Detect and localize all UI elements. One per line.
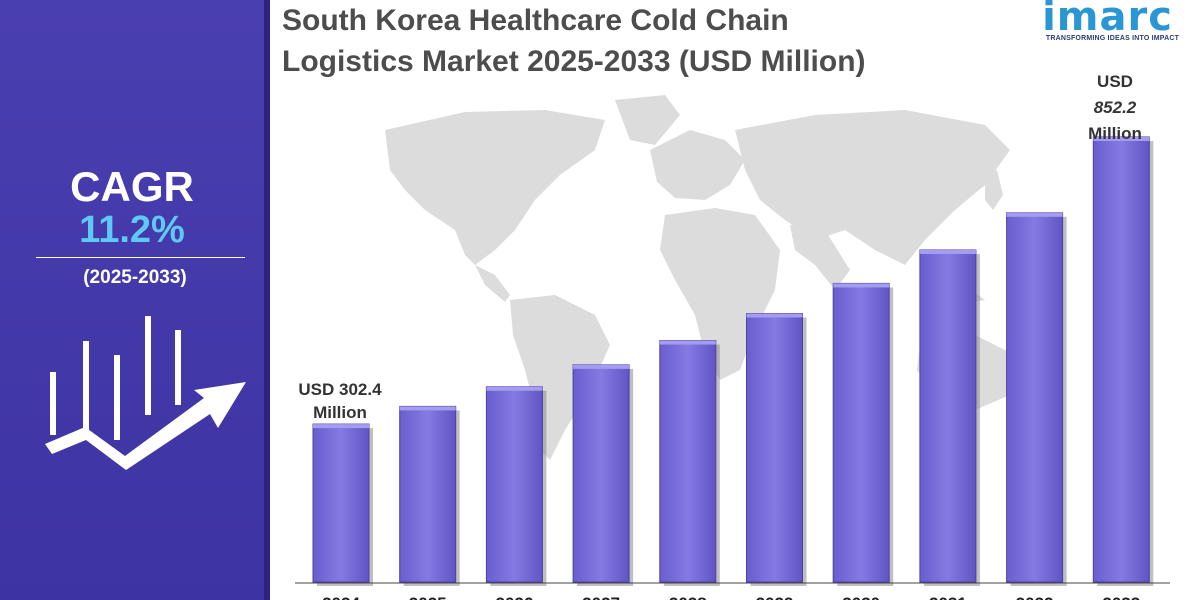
logo-tagline: TRANSFORMING IDEAS INTO IMPACT [1045, 35, 1180, 42]
x-tick-2025: 2025 [409, 594, 447, 600]
bar-chart: 2024 2025 2026 2027 2028 2029 2030 2031 2032 2033 [295, 136, 1170, 600]
x-tick-2029: 2029 [756, 594, 794, 600]
bar-2032 [1006, 212, 1067, 586]
x-tick-2026: 2026 [495, 594, 533, 600]
bar-2025 [399, 405, 460, 586]
end-value-label: USD 852.2 Million [1080, 69, 1150, 147]
cagr-period: (2025-2033) [83, 267, 187, 288]
growth-chart-icon [45, 316, 246, 470]
bar-2024 [312, 423, 373, 586]
end-value-line2: 852.2 [1093, 98, 1137, 117]
start-value-label: USD 302.4 Million [280, 378, 400, 424]
cagr-label: CAGR [70, 163, 194, 210]
bar-2026 [485, 386, 547, 586]
end-value-line3: Million [1088, 124, 1142, 143]
x-tick-2032: 2032 [1016, 594, 1054, 600]
bar-2028 [659, 340, 720, 586]
bar-2030 [832, 282, 894, 586]
cagr-panel: CAGR 11.2% (2025-2033) [0, 0, 270, 600]
x-tick-2028: 2028 [669, 594, 707, 600]
start-value-line2: Million [313, 403, 367, 422]
end-value-line1: USD [1097, 72, 1133, 91]
bar-2031 [919, 249, 980, 586]
x-tick-2024: 2024 [322, 594, 360, 600]
x-tick-2030: 2030 [842, 594, 880, 600]
chart-title: South Korea Healthcare Cold Chain Logist… [282, 4, 866, 78]
bar-2027 [572, 364, 634, 586]
x-tick-2033: 2033 [1102, 594, 1140, 600]
start-value-line1: USD 302.4 [298, 380, 382, 399]
panel-edge [264, 0, 270, 600]
cagr-value: 11.2% [79, 209, 185, 251]
x-tick-2027: 2027 [582, 594, 620, 600]
logo-wordmark: imarc [1042, 0, 1173, 40]
x-tick-2031: 2031 [929, 594, 967, 600]
bar-2033 [1092, 136, 1154, 586]
imarc-logo: imarc TRANSFORMING IDEAS INTO IMPACT [1030, 0, 1195, 48]
bar-2029 [746, 312, 807, 586]
divider [36, 257, 245, 258]
